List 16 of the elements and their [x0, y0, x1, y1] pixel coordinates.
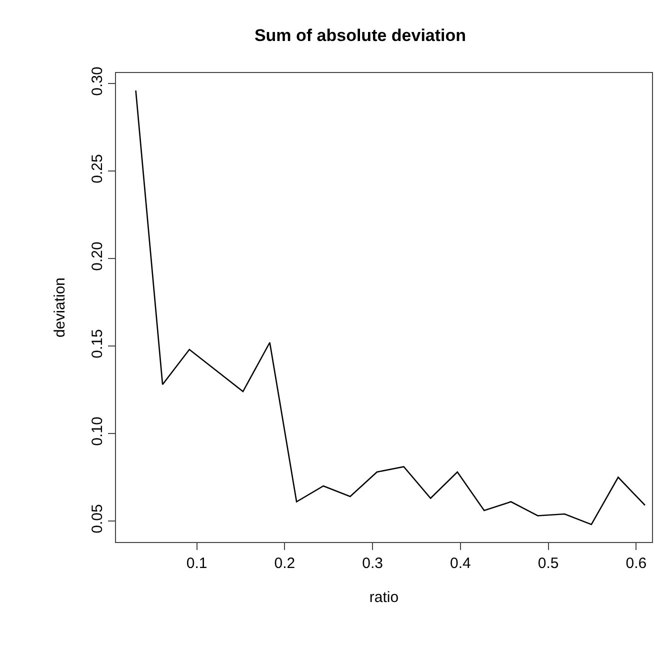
y-tick-label: 0.30: [89, 66, 106, 96]
x-tick-label: 0.3: [362, 555, 384, 572]
x-axis-title: ratio: [369, 589, 399, 606]
x-tick-label: 0.4: [450, 555, 471, 572]
y-tick-label: 0.20: [89, 242, 106, 271]
x-tick-label: 0.6: [626, 555, 647, 572]
y-tick-label: 0.10: [89, 416, 106, 446]
y-tick-label: 0.05: [89, 504, 106, 534]
chart-title: Sum of absolute deviation: [254, 26, 466, 46]
y-tick-label: 0.15: [89, 329, 106, 358]
x-tick-label: 0.2: [274, 555, 296, 572]
line-series: [135, 90, 646, 526]
y-tick-label: 0.25: [89, 154, 106, 184]
x-tick-label: 0.1: [186, 555, 208, 572]
x-tick-label: 0.5: [538, 555, 559, 572]
y-axis-title: deviation: [51, 277, 68, 338]
